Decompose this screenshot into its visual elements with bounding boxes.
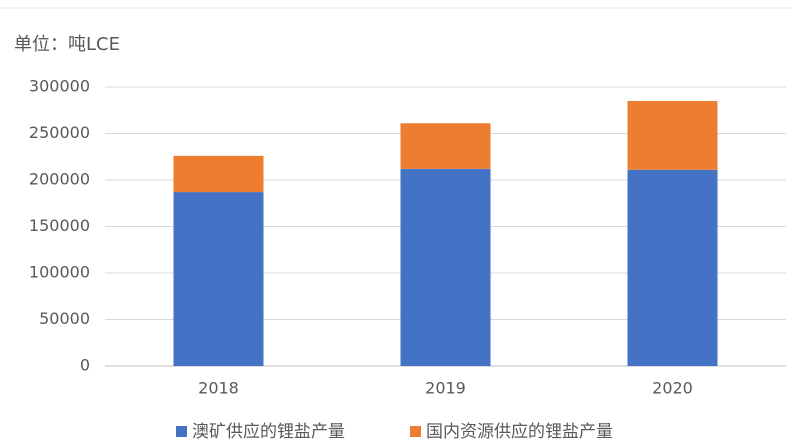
bar-segment <box>173 192 264 366</box>
bar-segment <box>627 169 718 366</box>
y-tick-label: 250000 <box>29 123 90 142</box>
x-tick-label: 2019 <box>425 379 466 398</box>
legend-label: 澳矿供应的锂盐产量 <box>192 422 345 442</box>
bar-segment <box>400 123 491 169</box>
legend-swatch <box>410 426 421 437</box>
x-tick-label: 2018 <box>198 379 239 398</box>
bar-segment <box>400 168 491 366</box>
y-tick-label: 0 <box>80 356 90 375</box>
x-tick-label: 2020 <box>652 379 693 398</box>
bar-segment <box>627 100 718 170</box>
y-tick-label: 50000 <box>39 309 90 328</box>
y-tick-label: 150000 <box>29 216 90 235</box>
y-tick-label: 300000 <box>29 77 90 96</box>
legend-label: 国内资源供应的锂盐产量 <box>426 422 613 442</box>
legend-swatch <box>176 426 187 437</box>
y-tick-label: 100000 <box>29 263 90 282</box>
chart-title: 单位：吨LCE <box>14 34 120 55</box>
bar-segment <box>173 155 264 193</box>
y-tick-label: 200000 <box>29 170 90 189</box>
